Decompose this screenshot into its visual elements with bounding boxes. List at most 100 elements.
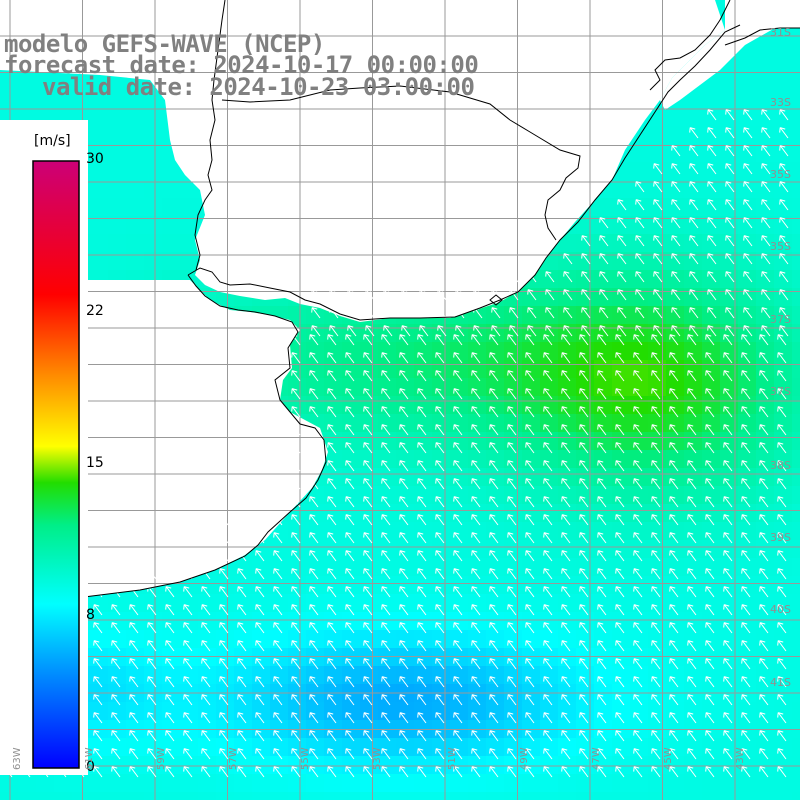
colorbar-gradient	[32, 160, 80, 769]
wind-arrow	[723, 748, 733, 760]
wind-arrow	[417, 442, 427, 454]
wind-arrow	[327, 676, 337, 688]
wind-arrow	[725, 235, 735, 247]
wind-cell	[162, 756, 181, 775]
wind-cell	[756, 360, 775, 379]
wind-cell	[414, 630, 433, 649]
wind-arrow	[237, 514, 247, 526]
wind-cell	[90, 666, 109, 685]
wind-arrow	[615, 370, 625, 382]
wind-cell	[612, 180, 631, 199]
wind-arrow	[111, 676, 121, 688]
wind-arrow	[93, 694, 103, 706]
wind-arrow	[687, 514, 697, 526]
wind-arrow	[723, 352, 733, 364]
wind-arrow	[615, 388, 625, 400]
wind-arrow	[165, 586, 175, 598]
wind-arrow	[777, 334, 787, 346]
wind-arrow	[687, 622, 697, 634]
wind-arrow	[435, 406, 445, 418]
wind-cell	[756, 432, 775, 451]
wind-arrow	[743, 289, 753, 301]
wind-cell	[540, 288, 559, 307]
wind-arrow	[417, 388, 427, 400]
wind-cell	[108, 594, 127, 613]
wind-cell	[468, 378, 487, 397]
wind-cell	[720, 450, 739, 469]
wind-cell	[630, 630, 649, 649]
wind-cell	[774, 216, 793, 235]
wind-arrow	[761, 307, 771, 319]
wind-arrow	[761, 271, 771, 283]
wind-cell	[216, 756, 235, 775]
wind-arrow	[507, 640, 517, 652]
wind-arrow	[579, 334, 589, 346]
wind-cell	[594, 540, 613, 559]
wind-cell	[702, 612, 721, 631]
wind-cell	[414, 360, 433, 379]
wind-arrow	[435, 388, 445, 400]
wind-cell	[378, 504, 397, 523]
wind-cell	[234, 648, 253, 667]
wind-cell	[720, 234, 739, 253]
wind-arrow	[255, 604, 265, 616]
wind-arrow	[579, 604, 589, 616]
wind-cell	[666, 378, 685, 397]
wind-arrow	[147, 712, 157, 724]
wind-cell	[612, 648, 631, 667]
wind-arrow	[201, 730, 211, 742]
wind-cell	[450, 324, 469, 343]
wind-cell	[738, 270, 757, 289]
wind-cell	[90, 738, 109, 757]
wind-arrow	[507, 514, 517, 526]
wind-cell	[558, 342, 577, 361]
wind-arrow	[707, 163, 717, 175]
wind-cell	[342, 414, 361, 433]
wind-arrow	[597, 514, 607, 526]
wind-cell	[540, 414, 559, 433]
wind-cell	[486, 540, 505, 559]
wind-cell	[450, 468, 469, 487]
wind-cell	[720, 648, 739, 667]
wind-arrow	[489, 442, 499, 454]
wind-arrow	[93, 676, 103, 688]
wind-cell	[540, 486, 559, 505]
wind-cell	[432, 738, 451, 757]
wind-cell	[90, 792, 109, 800]
wind-cell	[522, 558, 541, 577]
wind-cell	[558, 630, 577, 649]
wind-cell	[396, 576, 415, 595]
wind-arrow	[687, 550, 697, 562]
wind-cell	[702, 396, 721, 415]
wind-cell	[630, 738, 649, 757]
wind-arrow	[201, 658, 211, 670]
wind-cell	[756, 252, 775, 271]
wind-cell	[702, 576, 721, 595]
wind-arrow	[507, 496, 517, 508]
wind-arrow	[687, 496, 697, 508]
wind-cell	[468, 756, 487, 775]
wind-arrow	[705, 460, 715, 472]
wind-cell	[648, 324, 667, 343]
wind-cell	[720, 396, 739, 415]
wind-cell	[324, 648, 343, 667]
wind-arrow	[309, 388, 319, 400]
wind-cell	[378, 612, 397, 631]
wind-arrow	[489, 766, 499, 778]
wind-arrow	[759, 550, 769, 562]
wind-cell	[126, 216, 145, 235]
wind-arrow	[759, 694, 769, 706]
wind-arrow	[705, 748, 715, 760]
wind-cell	[774, 450, 793, 469]
wind-arrow	[273, 514, 283, 526]
wind-arrow	[435, 748, 445, 760]
wind-arrow	[381, 640, 391, 652]
wind-cell	[342, 396, 361, 415]
wind-cell	[468, 450, 487, 469]
wind-cell	[792, 324, 800, 343]
wind-cell	[594, 342, 613, 361]
wind-cell	[486, 666, 505, 685]
wind-cell	[54, 72, 73, 91]
wind-cell	[630, 756, 649, 775]
wind-arrow	[669, 478, 679, 490]
